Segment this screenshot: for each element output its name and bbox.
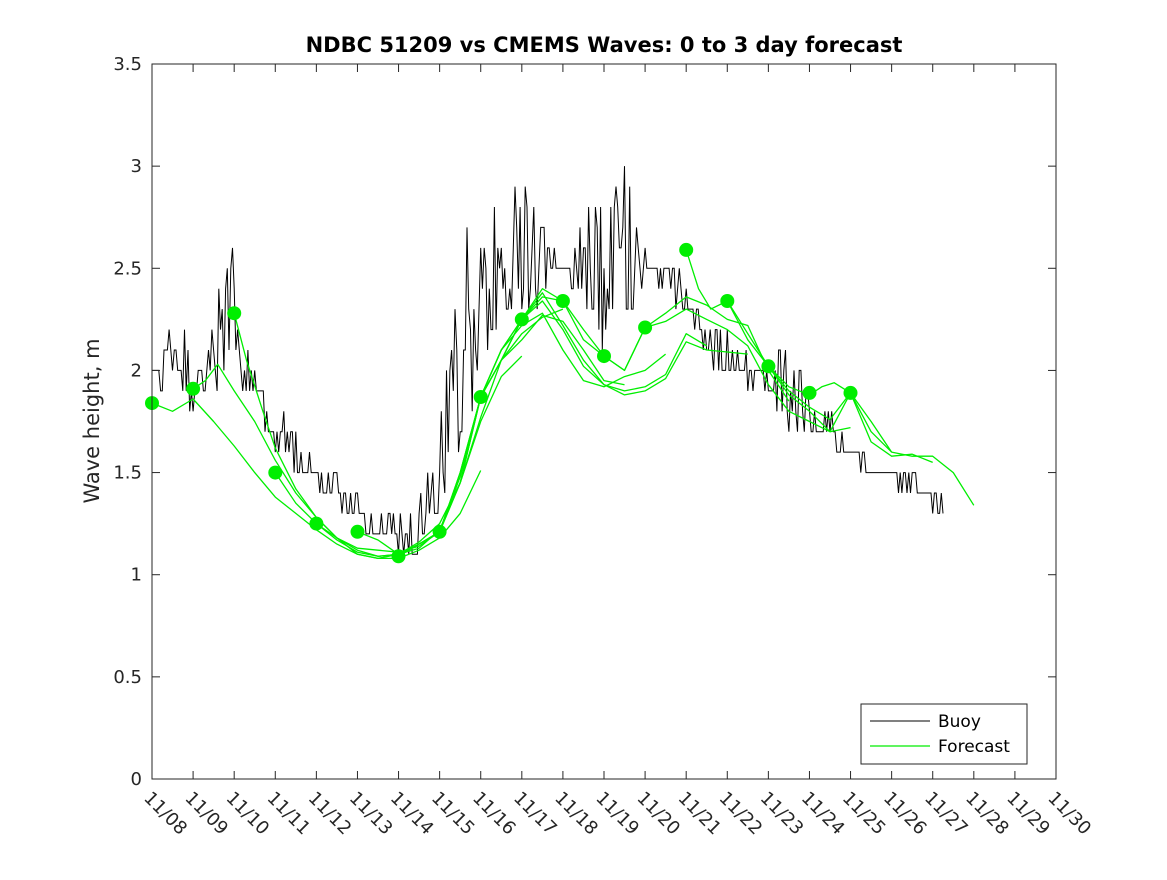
x-tick-label: 11/20 — [633, 788, 685, 840]
forecast-run-6 — [398, 300, 748, 557]
forecast-marker — [843, 385, 858, 400]
x-tick-label: 11/12 — [304, 788, 356, 840]
forecast-marker — [555, 294, 570, 308]
forecast-marker — [761, 359, 776, 374]
forecast-marker — [679, 242, 694, 257]
x-tick-label: 11/11 — [263, 788, 315, 840]
x-tick-label: 11/18 — [550, 788, 602, 840]
forecast-marker — [514, 312, 529, 327]
forecast-marker — [309, 516, 324, 531]
x-tick-label: 11/19 — [591, 788, 643, 840]
x-tick-label: 11/08 — [139, 788, 191, 840]
x-tick-label: 11/23 — [756, 788, 808, 840]
y-tick-label: 2.5 — [113, 258, 142, 279]
forecast-marker — [802, 385, 817, 400]
y-tick-label: 1.5 — [113, 463, 142, 484]
x-tick-label: 11/29 — [1002, 788, 1054, 840]
x-tick-label: 11/22 — [715, 788, 767, 840]
forecast-marker — [597, 349, 611, 364]
y-tick-label: 0.5 — [113, 667, 142, 688]
forecast-run-5 — [357, 292, 708, 555]
forecast-marker — [186, 381, 201, 396]
chart-title: NDBC 51209 vs CMEMS Waves: 0 to 3 day fo… — [306, 33, 903, 57]
forecast-run-0 — [151, 398, 482, 560]
x-tick-label: 11/16 — [468, 788, 520, 840]
x-tick-label: 11/30 — [1043, 788, 1095, 840]
buoy-line — [152, 166, 944, 555]
legend-box — [860, 703, 1028, 765]
legend: Buoy Forecast — [860, 703, 1028, 765]
forecast-run-3 — [274, 314, 625, 553]
y-tick-label: 0 — [131, 769, 142, 790]
legend-forecast-label: Forecast — [938, 737, 1010, 757]
forecast-run-10 — [726, 300, 933, 464]
forecast-marker — [350, 524, 365, 539]
x-tick-label: 11/14 — [386, 788, 438, 840]
axes-box — [151, 63, 1057, 780]
forecast-run-8 — [480, 296, 851, 433]
y-tick-label: 3.5 — [113, 54, 142, 75]
forecast-run-2 — [233, 308, 564, 557]
legend-buoy-label: Buoy — [938, 712, 981, 732]
x-tick-label: 11/27 — [920, 788, 972, 840]
plot-area — [145, 166, 975, 564]
forecast-marker — [391, 549, 406, 564]
forecast-run-4 — [315, 312, 667, 557]
forecast-run-11 — [767, 365, 893, 453]
forecast-marker — [473, 390, 488, 404]
y-axis-label: Wave height, m — [80, 338, 104, 503]
x-tick-label: 11/24 — [797, 788, 849, 840]
y-tick-label: 2 — [131, 360, 142, 381]
x-tick-label: 11/13 — [345, 788, 397, 840]
y-tick-label: 3 — [131, 156, 142, 177]
y-tick-label: 1 — [131, 565, 142, 586]
x-tick-label: 11/26 — [879, 788, 931, 840]
forecast-run-7 — [438, 288, 790, 533]
x-tick-label: 11/21 — [674, 788, 726, 840]
x-tick-label: 11/17 — [509, 788, 561, 840]
x-tick-label: 11/15 — [427, 788, 479, 840]
forecast-marker — [638, 320, 653, 335]
forecast-marker — [432, 524, 447, 539]
forecast-marker — [227, 306, 242, 321]
forecast-run-9 — [685, 249, 975, 506]
forecast-marker — [720, 294, 735, 308]
x-tick-label: 11/28 — [961, 788, 1013, 840]
x-tick-label: 11/09 — [181, 788, 233, 840]
forecast-marker — [268, 465, 283, 480]
x-tick-label: 11/10 — [222, 788, 274, 840]
x-tick-label: 11/25 — [838, 788, 890, 840]
